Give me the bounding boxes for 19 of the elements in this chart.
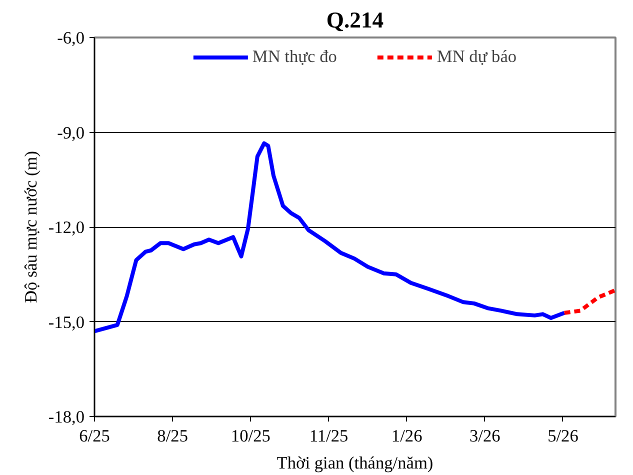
x-tick-label: 1/26 bbox=[391, 426, 423, 446]
x-tick-label: 11/25 bbox=[309, 426, 348, 446]
x-tick-label: 3/26 bbox=[470, 426, 501, 446]
chart-title: Q.214 bbox=[326, 8, 384, 32]
x-tick-label: 6/25 bbox=[79, 426, 110, 446]
y-tick-label: -15,0 bbox=[48, 312, 85, 332]
line-series bbox=[562, 288, 616, 315]
y-tick-label: -6,0 bbox=[57, 28, 85, 48]
x-tick-label: 10/25 bbox=[230, 426, 270, 446]
y-axis-title: Độ sâu mực nước (m) bbox=[21, 150, 40, 304]
legend-label: MN dự báo bbox=[436, 47, 517, 67]
legend-label: MN thực đo bbox=[252, 47, 337, 67]
y-tick-label: -12,0 bbox=[48, 218, 85, 237]
x-axis-title: Thời gian (tháng/năm) bbox=[276, 454, 434, 472]
x-tick-label: 8/25 bbox=[157, 426, 188, 446]
y-tick-label: -18,0 bbox=[48, 408, 85, 426]
y-tick-label: -9,0 bbox=[57, 123, 85, 142]
x-tick-label: 5/26 bbox=[548, 426, 579, 446]
line-series bbox=[94, 141, 566, 334]
